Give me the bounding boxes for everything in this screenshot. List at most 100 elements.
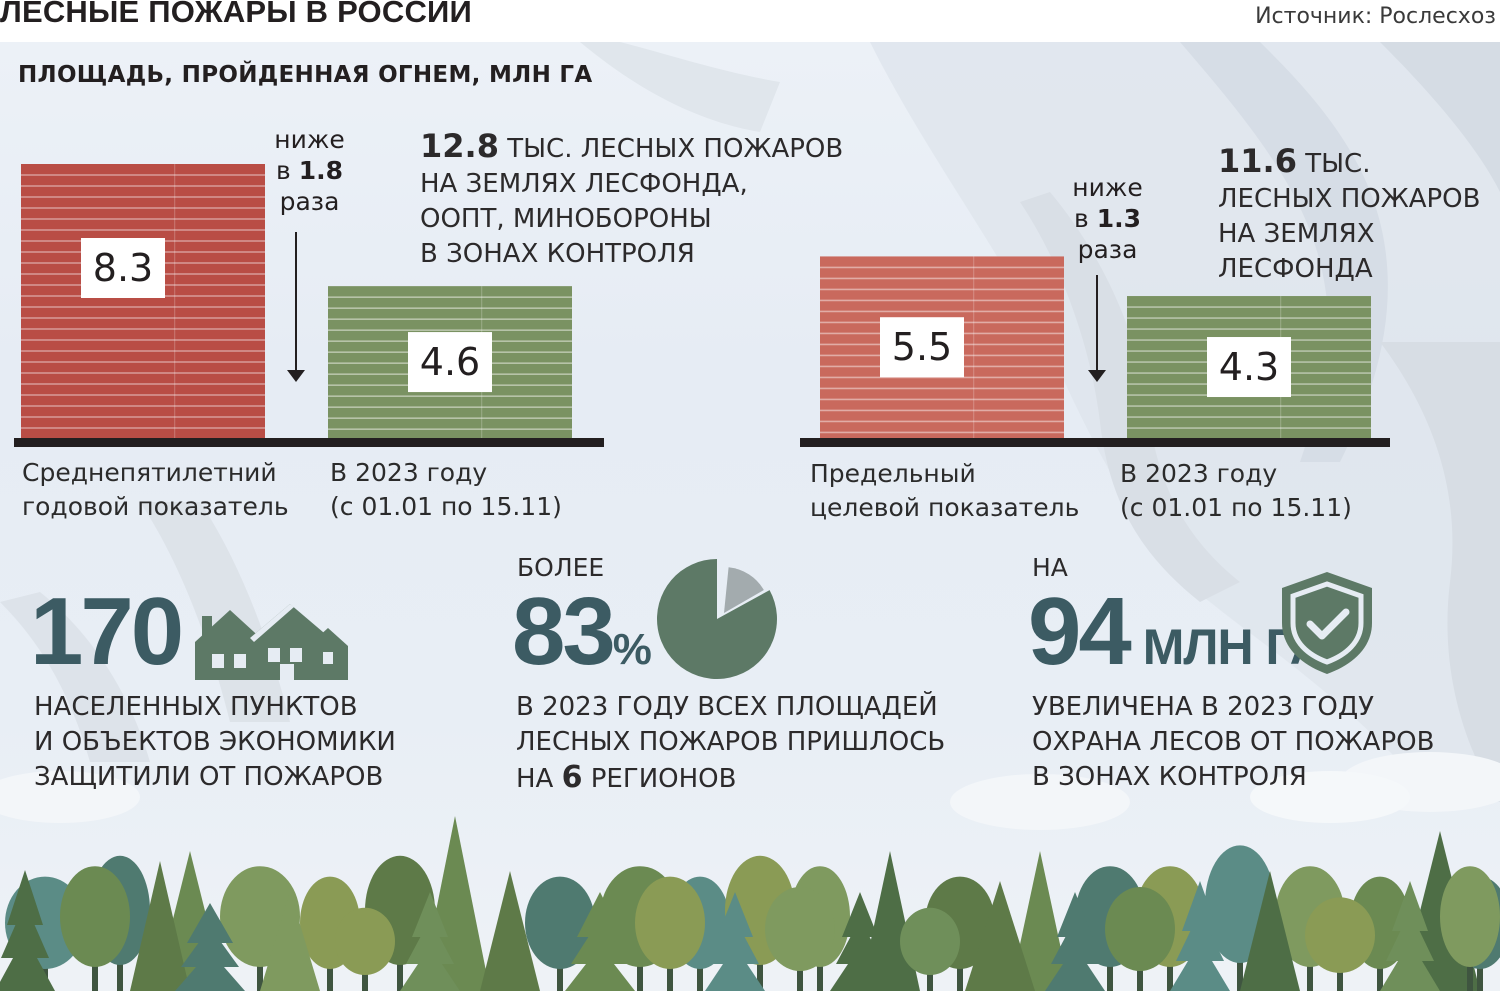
right-bar2-label: В 2023 году (с 01.01 по 15.11) xyxy=(1120,457,1352,525)
stat2-last-value: 6 xyxy=(561,760,583,795)
stat1-line2: И ОБЪЕКТОВ ЭКОНОМИКИ xyxy=(34,727,396,757)
pine-tree xyxy=(480,871,540,991)
value-label: 4.3 xyxy=(1219,345,1279,389)
page-title: ЛЕСНЫЕ ПОЖАРЫ В РОССИИ xyxy=(0,0,472,29)
bar-2-2: 4.3 xyxy=(1127,296,1371,438)
value-label: 8.3 xyxy=(93,246,153,290)
round-tree xyxy=(525,876,595,991)
label-line1: Предельный xyxy=(810,459,976,488)
infographic-panel: ПЛОЩАДЬ, ПРОЙДЕННАЯ ОГНЕМ, МЛН ГА 8.3 4.6… xyxy=(0,42,1500,991)
ratio-line1: ниже xyxy=(274,125,345,154)
round-tree xyxy=(335,907,395,991)
label-line2: целевой показатель xyxy=(810,493,1080,522)
value-label-box xyxy=(880,317,964,378)
bar-rect xyxy=(21,164,265,438)
layered-tree xyxy=(400,892,460,991)
ratio-prefix: в xyxy=(1074,204,1089,233)
right-ratio: ниже в 1.3 раза xyxy=(1060,172,1155,265)
value-label-box xyxy=(1207,337,1291,398)
round-tree xyxy=(1440,866,1500,991)
caption-line3: НА ЗЕМЛЯХ xyxy=(1218,219,1375,249)
round-tree xyxy=(1105,887,1175,991)
header: ЛЕСНЫЕ ПОЖАРЫ В РОССИИ Источник: Рослесх… xyxy=(0,0,1500,42)
layered-tree xyxy=(1380,881,1440,991)
ratio-prefix: в xyxy=(276,156,291,185)
pine-tree xyxy=(1010,851,1070,991)
round-tree xyxy=(1305,897,1375,991)
caption-line4: В ЗОНАХ КОНТРОЛЯ xyxy=(420,239,695,269)
left-ratio: ниже в 1.8 раза xyxy=(262,124,357,217)
stat2-line1: В 2023 ГОДУ ВСЕХ ПЛОЩАДЕЙ xyxy=(516,692,938,722)
bar-1-1: 8.3 xyxy=(21,164,265,438)
stat2-text: В 2023 ГОДУ ВСЕХ ПЛОЩАДЕЙ ЛЕСНЫХ ПОЖАРОВ… xyxy=(516,690,945,797)
bar-1-2: 4.6 xyxy=(328,286,572,438)
caption-value: 12.8 xyxy=(420,127,499,165)
caption-value: 11.6 xyxy=(1218,142,1297,180)
section-title: ПЛОЩАДЬ, ПРОЙДЕННАЯ ОГНЕМ, МЛН ГА xyxy=(18,62,593,88)
label-line2: (с 01.01 по 15.11) xyxy=(330,492,562,521)
label-line1: Среднепятилетний xyxy=(22,458,277,487)
right-bar1-label: Предельный целевой показатель xyxy=(810,457,1079,525)
houses-icon xyxy=(195,604,348,680)
stat3-text: УВЕЛИЧЕНА В 2023 ГОДУ ОХРАНА ЛЕСОВ ОТ ПО… xyxy=(1032,690,1434,795)
ratio-value: 1.3 xyxy=(1096,204,1141,233)
forest-illustration xyxy=(0,816,1500,991)
round-tree xyxy=(60,866,130,991)
ratio-line3: раза xyxy=(279,187,340,216)
stat2-value: 83 xyxy=(512,578,616,685)
stat3-line3: В ЗОНАХ КОНТРОЛЯ xyxy=(1032,762,1307,792)
layered-tree xyxy=(175,903,245,991)
stat3-pre: НА xyxy=(1032,553,1068,582)
layered-tree xyxy=(1170,881,1230,991)
ratio-value: 1.8 xyxy=(298,156,343,185)
value-label: 5.5 xyxy=(892,325,952,369)
pine-tree xyxy=(965,881,1035,991)
stat1-line3: ЗАЩИТИЛИ ОТ ПОЖАРОВ xyxy=(34,762,384,792)
round-tree xyxy=(765,887,835,991)
pine-tree xyxy=(1240,871,1300,991)
value-label-box xyxy=(408,332,492,393)
round-tree xyxy=(900,907,960,991)
baseline-axis xyxy=(800,438,1390,447)
stat2-number: 83% xyxy=(512,582,652,700)
caption-line3: ООПТ, МИНОБОРОНЫ xyxy=(420,204,712,234)
pine-tree xyxy=(260,891,320,991)
stat3-line2: ОХРАНА ЛЕСОВ ОТ ПОЖАРОВ xyxy=(1032,727,1435,757)
pie-slice-main xyxy=(657,559,777,679)
pine-tree xyxy=(130,861,190,991)
down-arrow-icon xyxy=(1088,370,1106,382)
label-line2: (с 01.01 по 15.11) xyxy=(1120,493,1352,522)
label-line1: В 2023 году xyxy=(330,458,488,487)
down-arrow-icon xyxy=(287,370,305,382)
ratio-line3: раза xyxy=(1077,235,1138,264)
layered-tree xyxy=(830,892,890,991)
stat3-line1: УВЕЛИЧЕНА В 2023 ГОДУ xyxy=(1032,692,1374,722)
bar-chart: 8.3 4.6 5.5 4.3 xyxy=(14,164,1390,447)
layered-tree xyxy=(0,870,55,991)
left-bar1-label: Среднепятилетний годовой показатель xyxy=(22,456,289,524)
round-tree xyxy=(635,876,705,991)
label-line2: годовой показатель xyxy=(22,492,289,521)
caption-line4: ЛЕСФОНДА xyxy=(1218,254,1373,284)
label-line1: В 2023 году xyxy=(1120,459,1278,488)
value-label-box xyxy=(81,238,165,298)
pie-chart-icon xyxy=(657,559,777,679)
stat1-text: НАСЕЛЕННЫХ ПУНКТОВ И ОБЪЕКТОВ ЭКОНОМИКИ … xyxy=(34,690,396,795)
shield-check-icon xyxy=(1282,572,1372,674)
caption-line2: ЛЕСНЫХ ПОЖАРОВ xyxy=(1218,184,1481,214)
caption-line2: НА ЗЕМЛЯХ ЛЕСФОНДА, xyxy=(420,169,748,199)
ratio-line1: ниже xyxy=(1072,173,1143,202)
pie-slice-other xyxy=(724,567,764,613)
value-label: 4.6 xyxy=(420,340,480,384)
source-note: Источник: Рослесхоз xyxy=(1255,4,1496,29)
right-caption: 11.6 ТЫС. ЛЕСНЫХ ПОЖАРОВ НА ЗЕМЛЯХ ЛЕСФО… xyxy=(1218,144,1481,287)
baseline-axis xyxy=(14,438,604,447)
stat1-number: 170 xyxy=(30,578,184,685)
stat2-last-suffix: РЕГИОНОВ xyxy=(590,764,737,794)
stat2-line2: ЛЕСНЫХ ПОЖАРОВ ПРИШЛОСЬ xyxy=(516,727,946,757)
caption-line1: ТЫС. xyxy=(1305,149,1371,179)
left-bar2-label: В 2023 году (с 01.01 по 15.11) xyxy=(330,456,562,524)
bar-2-1: 5.5 xyxy=(820,256,1064,438)
stat3-value: 94 xyxy=(1028,578,1132,685)
stat2-unit: % xyxy=(612,625,652,674)
